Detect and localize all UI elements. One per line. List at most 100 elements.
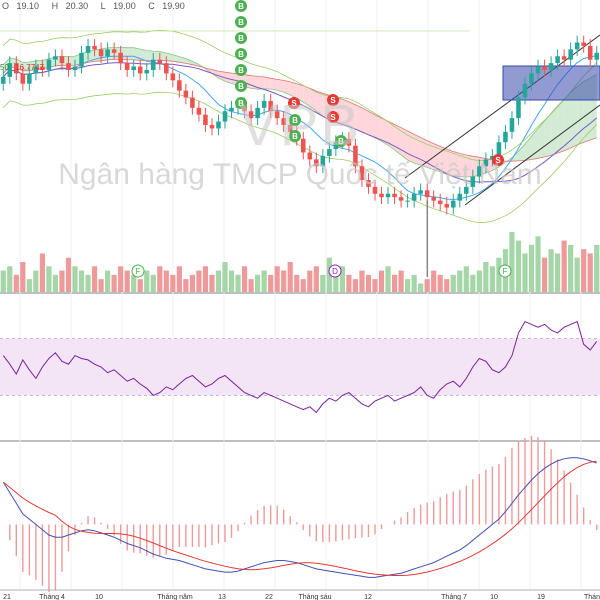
low-value: L 19.00 <box>100 1 136 11</box>
event-label: F <box>136 267 141 276</box>
x-tick-label: 10 <box>490 594 498 600</box>
volume-bar <box>528 244 535 292</box>
volume-bar <box>541 257 548 292</box>
cloud-segment <box>564 92 571 151</box>
cloud-segment <box>68 56 75 66</box>
cloud-span-a <box>3 47 597 178</box>
candle-body <box>437 200 443 205</box>
cloud-segment <box>453 151 460 177</box>
cloud-segment <box>127 47 134 60</box>
buy-signal <box>335 135 347 147</box>
cloud-segment <box>3 57 10 74</box>
candle-body <box>274 111 280 119</box>
cloud-segment <box>348 101 356 130</box>
volume-bar <box>235 274 241 292</box>
volume-bar <box>183 279 189 292</box>
buy-signal <box>235 48 247 60</box>
candle-body <box>79 52 84 67</box>
event-label: D <box>332 267 338 276</box>
candle-body <box>496 142 502 156</box>
buy-label: B <box>238 18 244 27</box>
buy-signal <box>235 16 247 28</box>
candle-body <box>255 107 260 119</box>
candle-body <box>268 100 273 112</box>
close-value: C 19.90 <box>148 1 185 11</box>
cloud-segment <box>401 127 408 161</box>
volume-bar <box>574 257 580 292</box>
kijun-line <box>2 62 598 183</box>
candle-body <box>105 49 110 57</box>
x-tick-label: 12 <box>364 594 372 600</box>
volume-bar <box>307 270 313 292</box>
volume-bar <box>26 279 32 292</box>
sell-signal <box>327 111 339 123</box>
candle-body <box>516 97 521 119</box>
candle-body <box>287 125 293 132</box>
buy-label: B <box>238 99 244 108</box>
volume-bar <box>378 270 385 292</box>
volume-bar <box>463 266 469 292</box>
volume-bar <box>7 266 13 292</box>
cloud-segment <box>166 52 173 62</box>
candle-body <box>405 200 410 202</box>
candle-body <box>53 56 58 60</box>
cloud-segment <box>459 153 467 177</box>
cloud-segment <box>296 83 304 103</box>
x-tick-label: 21 <box>3 594 11 600</box>
candle-body <box>529 73 534 84</box>
signal-line <box>2 460 597 576</box>
candle-body <box>307 152 313 160</box>
volume-bar <box>555 253 561 292</box>
buy-signal <box>235 0 247 12</box>
candle-body <box>327 149 332 156</box>
volume-bar <box>91 266 98 292</box>
high-value: H 20.30 <box>51 1 89 11</box>
candle-body <box>490 155 495 160</box>
candle-body <box>281 118 286 125</box>
volume-bar <box>535 236 541 292</box>
volume-bar <box>548 249 554 292</box>
sell-label: S <box>495 156 501 165</box>
candle-body <box>98 49 104 57</box>
cloud-segment <box>211 69 219 78</box>
volume-bar <box>150 274 156 292</box>
cloud-segment <box>355 104 362 132</box>
volume-bar <box>118 266 124 292</box>
buy-signal <box>289 130 301 142</box>
candle-body <box>190 97 195 108</box>
candle-body <box>424 190 430 198</box>
candle-body <box>209 125 215 129</box>
volume-bar <box>320 274 326 292</box>
volume-bar <box>157 266 163 292</box>
sell-signal <box>492 154 504 166</box>
volume-bar <box>59 270 65 292</box>
volume-bar <box>241 266 248 292</box>
volume-bar <box>215 270 222 292</box>
cloud-segment <box>22 62 30 71</box>
volume-bar <box>287 262 293 292</box>
buy-signal <box>289 114 301 126</box>
candle-body <box>92 45 97 50</box>
candle-body <box>450 200 456 208</box>
candle-body <box>346 138 352 146</box>
candle-body <box>40 66 45 70</box>
volume-bar <box>509 232 515 292</box>
cloud-segment <box>551 105 558 156</box>
cloud-segment <box>264 77 271 89</box>
volume-bar <box>450 274 456 292</box>
candle-body <box>203 114 208 125</box>
candle-body <box>216 121 221 129</box>
volume-bar <box>405 279 411 292</box>
trend-channel[interactable] <box>404 34 600 206</box>
volume-bar <box>424 279 430 292</box>
buy-label: B <box>338 137 344 146</box>
volume-bar <box>274 266 280 292</box>
cloud-segment <box>290 81 297 99</box>
x-axis: 21 Tháng 4 10 Tháng năm 13 22 Tháng sáu 12 Tháng… <box>0 589 600 600</box>
buy-signal <box>235 80 247 92</box>
candle-body <box>131 66 136 70</box>
volume-bar <box>418 283 424 292</box>
candle-body <box>385 193 391 198</box>
